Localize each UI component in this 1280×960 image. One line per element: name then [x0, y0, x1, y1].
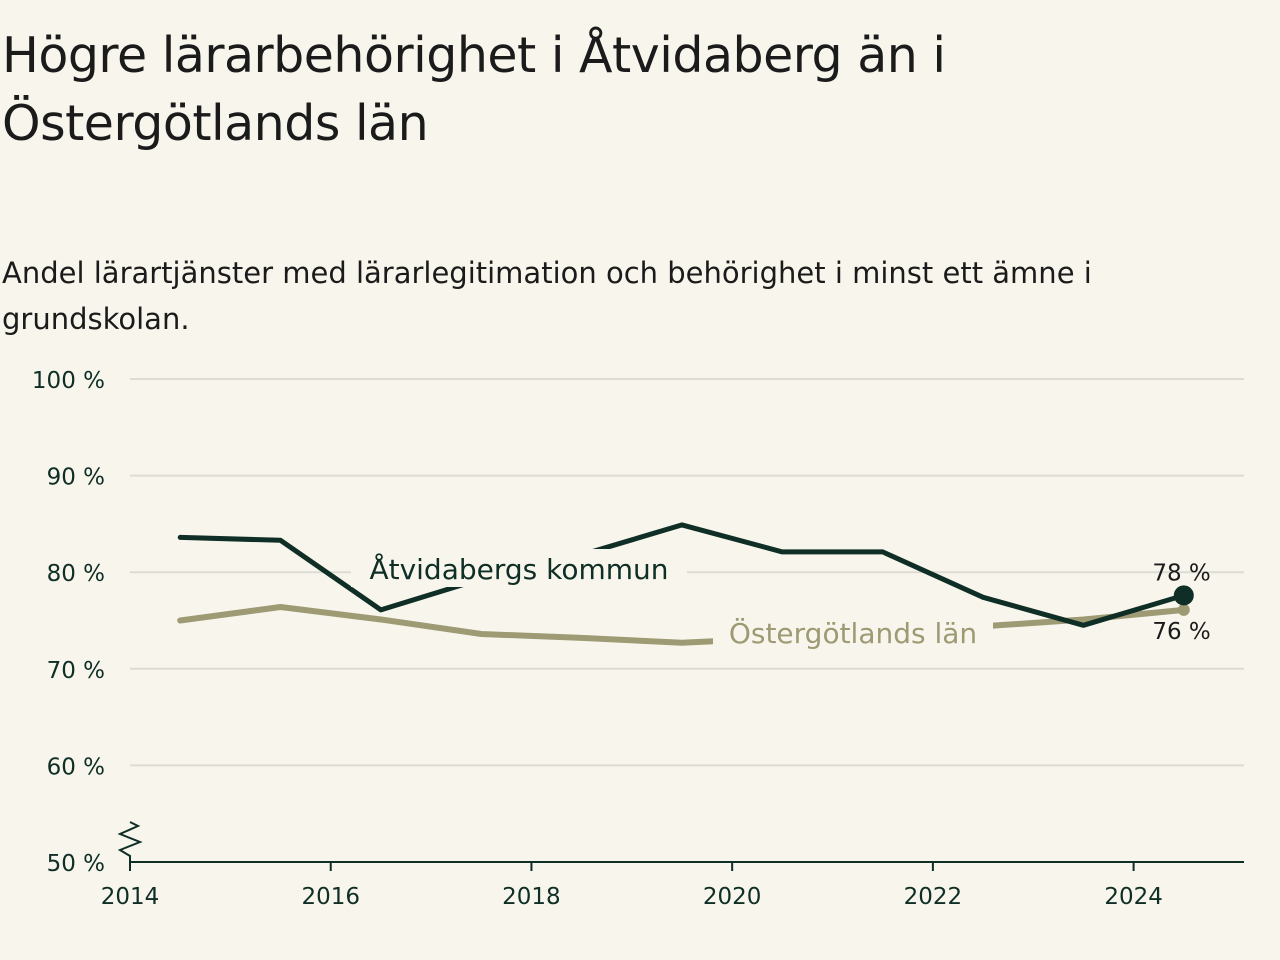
y-tick-label: 90 %	[47, 465, 105, 491]
series-label-bg	[713, 613, 993, 651]
series-line-atvidaberg	[177, 522, 1187, 628]
series-line-ostergotland	[177, 604, 1187, 646]
y-tick-label: 70 %	[47, 658, 105, 684]
x-tick-label: 2018	[502, 884, 561, 910]
axis-break-icon	[117, 821, 143, 862]
y-tick-label: 100 %	[32, 368, 105, 394]
y-tick-label: 50 %	[47, 851, 105, 877]
x-tick-label: 2014	[101, 884, 160, 910]
series-label-bg	[351, 549, 687, 587]
chart-subtitle: Andel lärartjänster med lärarlegitimatio…	[2, 256, 1092, 336]
x-tick-label: 2022	[904, 884, 963, 910]
series-label-atvidaberg: Åtvidabergs kommun	[369, 552, 668, 586]
y-tick-label: 60 %	[47, 754, 105, 780]
end-point-atvidaberg	[1173, 585, 1194, 606]
x-tick-label: 2020	[703, 884, 762, 910]
x-tick-label: 2024	[1104, 884, 1163, 910]
series-label-ostergotland: Östergötlands län	[729, 616, 977, 650]
end-label-atvidaberg: 78 %	[1152, 560, 1210, 586]
chart-title: Högre lärarbehörighet i Åtvidaberg än i …	[2, 27, 946, 152]
end-label-ostergotland: 76 %	[1152, 619, 1210, 645]
x-tick-label: 2016	[301, 884, 360, 910]
y-tick-label: 80 %	[47, 561, 105, 587]
end-point-ostergotland	[1177, 603, 1190, 616]
